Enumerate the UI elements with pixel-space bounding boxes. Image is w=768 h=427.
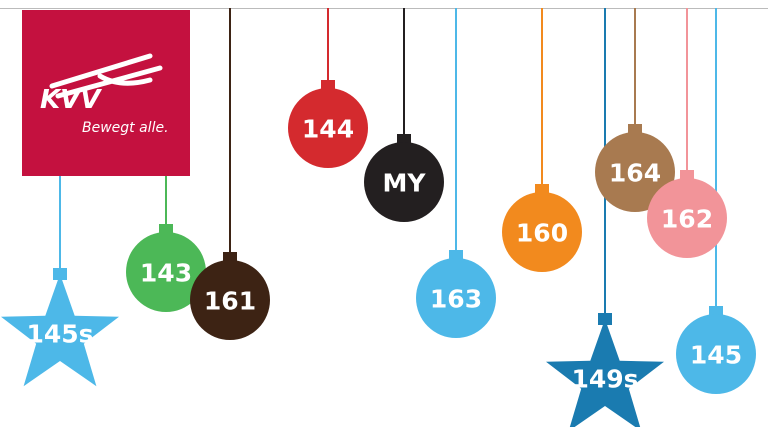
ornament-label: MY: [383, 169, 427, 198]
ornament-label: 163: [430, 285, 482, 314]
ornament-label: 160: [516, 219, 568, 248]
ornament: 145: [676, 306, 756, 394]
ornament: 145s: [1, 268, 119, 386]
ornament-label: 149s: [571, 365, 638, 394]
logo: KVV Bewegt alle.: [22, 10, 190, 176]
logo-name: KVV: [40, 85, 102, 115]
ornament-label: 161: [204, 287, 256, 316]
page: {"logo": {"name": "KVV", "tagline": "Bew…: [0, 0, 768, 427]
logo-tagline: Bewegt alle.: [82, 120, 169, 136]
ornament: MY: [364, 134, 444, 222]
ornament: 149s: [546, 313, 664, 427]
ornament-label: 164: [609, 159, 661, 188]
scene: 145s 143 161 144 MY 163 160 149s 164162 145 KVV B…: [0, 0, 768, 427]
ornament-label: 144: [302, 115, 354, 144]
ornament: 144: [288, 80, 368, 168]
ornament-label: 143: [140, 259, 192, 288]
ornament-label: 145: [690, 341, 742, 370]
ornament-label: 145s: [26, 320, 93, 349]
ornament: 163: [416, 250, 496, 338]
ornament-label: 162: [661, 205, 713, 234]
ornament: 160: [502, 184, 582, 272]
